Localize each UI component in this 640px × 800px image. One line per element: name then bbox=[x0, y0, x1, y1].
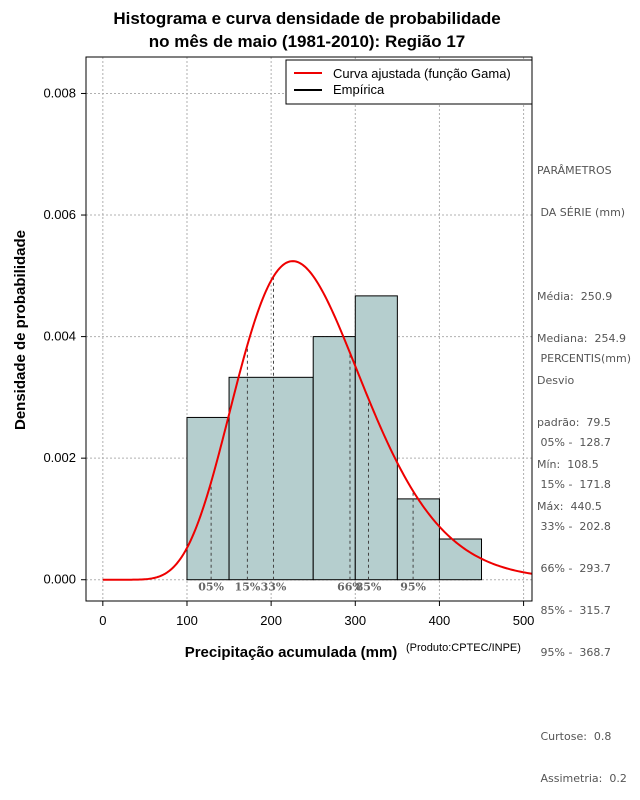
axes: 0 100 200 300 400 500 0.000 0.002 0.004 0.006 0.00… bbox=[43, 85, 534, 628]
percentile-66: 66% - 293.7 bbox=[537, 562, 611, 575]
percentile-label-95: 95% bbox=[400, 581, 426, 594]
percentiles-panel: PERCENTIS(mm) 05% - 128.7 15% - 171.8 33… bbox=[537, 324, 637, 800]
kurtosis: Curtose: 0.8 bbox=[537, 730, 612, 743]
params-title-line-1: PARÂMETROS bbox=[537, 164, 612, 177]
histogram-bar-3 bbox=[354, 295, 398, 581]
x-tick-label-200: 200 bbox=[260, 613, 282, 628]
x-tick-label-500: 500 bbox=[513, 613, 535, 628]
percentile-33: 33% - 202.8 bbox=[537, 520, 611, 533]
params-title-line-2: DA SÉRIE (mm) bbox=[537, 206, 626, 219]
fitted-curve bbox=[102, 260, 533, 581]
percentiles-title: PERCENTIS(mm) bbox=[537, 352, 631, 365]
x-tick-label-300: 300 bbox=[344, 613, 366, 628]
param-median: Mediana: 254.9 bbox=[537, 332, 626, 345]
skewness: Assimetria: 0.2 bbox=[537, 772, 627, 785]
legend-box bbox=[285, 59, 533, 105]
y-tick-label-4: 0.008 bbox=[43, 85, 76, 100]
chart-title-line-1: Histograma e curva densidade de probabil… bbox=[113, 9, 500, 28]
y-tick-label-1: 0.002 bbox=[43, 450, 76, 465]
series-parameters-panel: PARÂMETROS DA SÉRIE (mm) Média: 250.9 Me… bbox=[537, 136, 637, 528]
legend-label-fitted-curve: Curva ajustada (função Gama) bbox=[333, 66, 511, 81]
percentile-95: 95% - 368.7 bbox=[537, 646, 611, 659]
fitted-gamma-curve-line bbox=[102, 260, 533, 581]
y-axis-label: Densidade de probabilidade bbox=[12, 230, 29, 430]
y-tick-label-3: 0.006 bbox=[43, 207, 76, 222]
percentile-label-15: 15% bbox=[235, 581, 261, 594]
x-axis-label: Precipitação acumulada (mm) bbox=[185, 644, 398, 660]
param-max: Máx: 440.5 bbox=[537, 500, 602, 513]
histogram-bars bbox=[186, 295, 483, 581]
param-stddev-value: padrão: 79.5 bbox=[537, 416, 611, 429]
percentile-label-33: 33% bbox=[261, 581, 287, 594]
plot-frame bbox=[85, 56, 533, 602]
x-tick-label-100: 100 bbox=[176, 613, 198, 628]
param-mean: Média: 250.9 bbox=[537, 290, 613, 303]
y-tick-label-0: 0.000 bbox=[43, 572, 76, 587]
x-tick-label-0: 0 bbox=[99, 613, 106, 628]
y-tick-label-2: 0.004 bbox=[43, 329, 76, 344]
histogram-bar-1 bbox=[228, 376, 314, 581]
param-min: Mín: 108.5 bbox=[537, 458, 599, 471]
histogram-bar-4 bbox=[396, 498, 440, 581]
chart-title-line-2: no mês de maio (1981-2010): Região 17 bbox=[149, 32, 466, 51]
histogram-bar-2 bbox=[312, 336, 356, 581]
percentile-markers: 05% 15% 33% 66%85% 95% bbox=[198, 276, 427, 594]
percentile-label-05: 05% bbox=[198, 581, 224, 594]
histogram-chart: Histograma e curva densidade de probabil… bbox=[12, 9, 534, 660]
percentile-label-85: 85% bbox=[356, 581, 382, 594]
legend-label-empirical: Empírica bbox=[333, 82, 385, 97]
legend: Curva ajustada (função Gama) Empírica bbox=[285, 59, 533, 105]
x-tick-label-400: 400 bbox=[429, 613, 451, 628]
percentile-label-66: 66% bbox=[337, 581, 363, 594]
percentile-85: 85% - 315.7 bbox=[537, 604, 611, 617]
percentile-15: 15% - 171.8 bbox=[537, 478, 611, 491]
param-stddev-label: Desvio bbox=[537, 374, 575, 387]
percentile-05: 05% - 128.7 bbox=[537, 436, 611, 449]
product-credit: (Produto:CPTEC/INPE) bbox=[406, 642, 521, 654]
